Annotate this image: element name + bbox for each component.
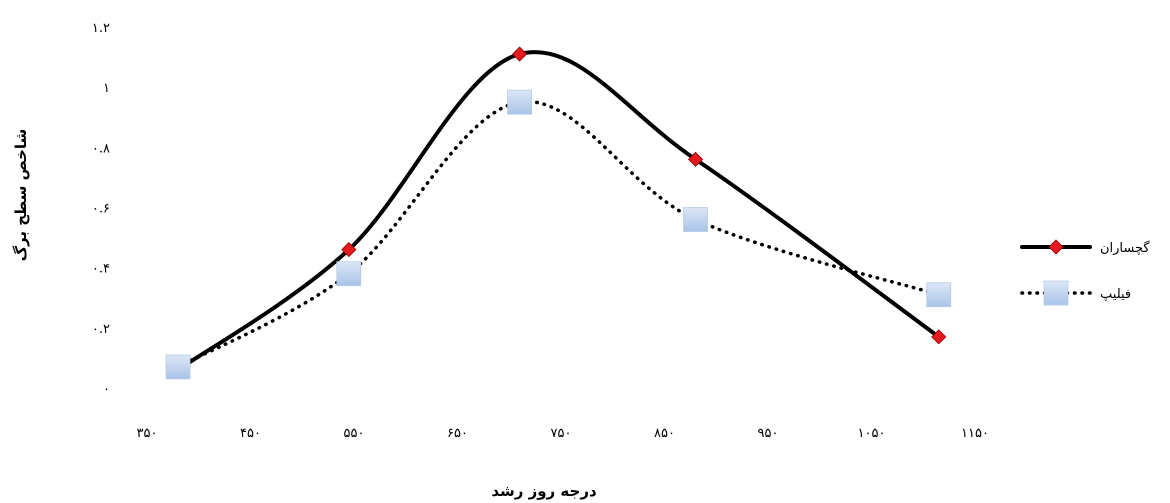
legend: گچساران فیلیپ: [1022, 240, 1150, 305]
x-tick-label: ۱۰۵۰: [858, 426, 886, 441]
legend-label: فیلیپ: [1100, 287, 1131, 302]
y-tick-label: ۰.۶: [92, 202, 110, 217]
x-tick-label: ۶۵۰: [447, 426, 468, 441]
legend-entry: فیلیپ: [1022, 281, 1131, 305]
x-tick-label: ۴۵۰: [240, 426, 261, 441]
y-tick-label: ۱.۲: [92, 21, 110, 36]
x-tick-label: ۱۱۵۰: [961, 426, 989, 441]
y-tick-label: ۰.۸: [92, 141, 110, 156]
y-tick-labels: ۰ ۰.۲ ۰.۴ ۰.۶ ۰.۸ ۱ ۱.۲: [92, 21, 110, 397]
x-tick-label: ۹۵۰: [758, 426, 779, 441]
x-tick-label: ۷۵۰: [551, 426, 572, 441]
y-tick-label: ۰: [103, 382, 110, 397]
data-point: [166, 355, 190, 379]
data-point: [684, 208, 708, 232]
x-tick-label: ۵۵۰: [344, 426, 365, 441]
x-axis-title: درجه روز رشد: [491, 482, 597, 500]
data-point: [513, 47, 527, 61]
data-point: [337, 262, 361, 286]
legend-marker: [1049, 240, 1063, 254]
x-tick-label: ۸۵۰: [654, 426, 675, 441]
y-axis-title-text: شاخص سطح برگ: [12, 129, 30, 262]
legend-marker: [1044, 281, 1068, 305]
series-layer: [166, 47, 951, 379]
y-axis-title: شاخص سطح برگ: [12, 129, 30, 262]
x-tick-label: ۳۵۰: [137, 426, 158, 441]
legend-entry: گچساران: [1022, 240, 1150, 256]
data-point: [508, 90, 532, 114]
series-line: [178, 102, 939, 367]
x-tick-labels: ۳۵۰ ۴۵۰ ۵۵۰ ۶۵۰ ۷۵۰ ۸۵۰ ۹۵۰ ۱۰۵۰ ۱۱۵۰: [137, 426, 989, 441]
y-tick-label: ۰.۴: [92, 262, 110, 277]
series-line: [178, 52, 939, 370]
data-point: [927, 283, 951, 307]
y-tick-label: ۰.۲: [92, 322, 110, 337]
series-1: [171, 47, 946, 377]
legend-label: گچساران: [1100, 240, 1150, 256]
series-2: [166, 90, 951, 379]
y-tick-label: ۱: [103, 81, 110, 96]
